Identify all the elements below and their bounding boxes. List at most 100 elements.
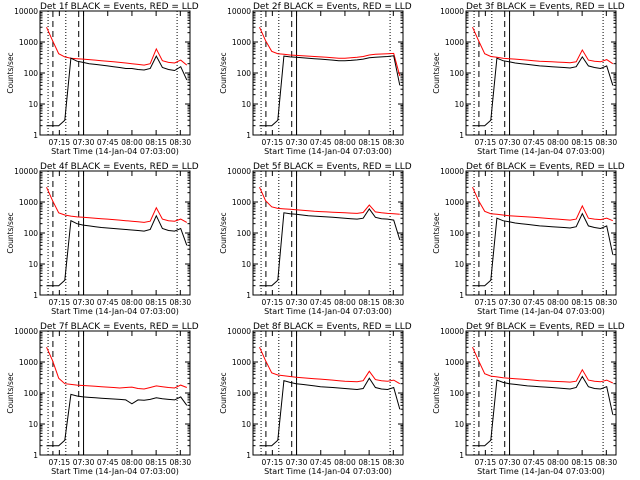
- plot-frame: [39, 10, 191, 136]
- x-tick-label: 08:30: [170, 138, 192, 147]
- y-tick-label: 100: [24, 389, 39, 398]
- x-axis-label: Start Time (14-Jan-04 07:03:00): [51, 307, 179, 316]
- x-tick-label: 07:45: [310, 458, 332, 467]
- x-tick-label: 07:30: [73, 138, 95, 147]
- y-axis-label: Counts/sec: [219, 372, 228, 413]
- x-tick-label: 08:00: [334, 298, 356, 307]
- x-tick-label: 07:15: [49, 298, 71, 307]
- chart-panel-9: Det 9f BLACK = Events, RED = LLD 1 10 100 10…: [432, 322, 625, 476]
- y-tick-label: 10000: [14, 7, 38, 16]
- x-tick-label: 08:30: [383, 138, 405, 147]
- x-tick-label: 07:30: [73, 458, 95, 467]
- y-axis-label: Counts/sec: [432, 372, 441, 413]
- chart-panel-6: Det 6f BLACK = Events, RED = LLD 1 10 100 10…: [432, 162, 625, 316]
- chart-panel-5: Det 5f BLACK = Events, RED = LLD 1 10 100 10…: [219, 162, 412, 316]
- y-tick-label: 1000: [232, 38, 251, 47]
- x-tick-label: 07:45: [523, 138, 545, 147]
- series-red-line: [46, 346, 187, 390]
- series-black-line: [259, 208, 401, 287]
- y-tick-label: 1000: [445, 358, 464, 367]
- y-tick-label: 1: [246, 291, 251, 300]
- x-tick-label: 08:30: [596, 458, 618, 467]
- y-tick-label: 10000: [227, 7, 251, 16]
- x-tick-label: 07:45: [523, 458, 545, 467]
- x-tick-label: 08:00: [121, 458, 143, 467]
- series-black-line: [259, 377, 401, 447]
- y-tick-label: 100: [450, 69, 465, 78]
- y-axis-label: Counts/sec: [219, 52, 228, 93]
- y-tick-label: 1: [459, 131, 464, 140]
- y-tick-label: 1000: [232, 358, 251, 367]
- chart-title: Det 1f BLACK = Events, RED = LLD: [40, 2, 199, 12]
- x-tick-label: 08:30: [170, 298, 192, 307]
- y-tick-label: 1: [459, 291, 464, 300]
- x-tick-label: 07:15: [475, 138, 497, 147]
- chart-panel-4: Det 4f BLACK = Events, RED = LLD 1 10 100 10…: [6, 162, 199, 316]
- x-tick-label: 08:30: [383, 298, 405, 307]
- chart-title: Det 4f BLACK = Events, RED = LLD: [40, 162, 199, 172]
- y-axis-label: Counts/sec: [6, 212, 15, 253]
- y-tick-label: 1: [246, 131, 251, 140]
- x-axis-label: Start Time (14-Jan-04 07:03:00): [264, 307, 392, 316]
- x-axis-label: Start Time (14-Jan-04 07:03:00): [264, 467, 392, 476]
- plot-frame: [465, 330, 617, 456]
- y-tick-label: 10: [241, 420, 251, 429]
- x-tick-label: 08:15: [571, 138, 593, 147]
- y-axis-label: Counts/sec: [432, 212, 441, 253]
- y-tick-label: 1000: [19, 38, 38, 47]
- x-tick-label: 08:00: [547, 458, 569, 467]
- series-black-line: [259, 55, 401, 127]
- chart-title: Det 3f BLACK = Events, RED = LLD: [466, 2, 625, 12]
- series-red-line: [472, 346, 614, 384]
- x-tick-label: 08:15: [358, 298, 380, 307]
- chart-title: Det 2f BLACK = Events, RED = LLD: [253, 2, 412, 12]
- y-tick-label: 100: [237, 229, 252, 238]
- series-red-line: [472, 26, 614, 65]
- plot-frame: [252, 330, 404, 456]
- x-tick-label: 07:30: [499, 458, 521, 467]
- series-red-line: [472, 186, 613, 222]
- x-tick-label: 08:00: [121, 298, 143, 307]
- x-tick-label: 08:00: [547, 298, 569, 307]
- x-tick-label: 08:30: [383, 458, 405, 467]
- chart-title: Det 9f BLACK = Events, RED = LLD: [466, 322, 625, 332]
- y-axis-label: Counts/sec: [6, 372, 15, 413]
- y-tick-label: 10: [454, 100, 464, 109]
- x-tick-label: 08:00: [547, 138, 569, 147]
- y-tick-label: 100: [450, 389, 465, 398]
- y-axis-label: Counts/sec: [6, 52, 15, 93]
- chart-title: Det 5f BLACK = Events, RED = LLD: [253, 162, 412, 172]
- x-tick-label: 08:15: [145, 298, 167, 307]
- series-red-line: [259, 26, 401, 77]
- x-axis-label: Start Time (14-Jan-04 07:03:00): [477, 467, 605, 476]
- chart-title: Det 8f BLACK = Events, RED = LLD: [253, 322, 412, 332]
- x-tick-label: 07:15: [475, 458, 497, 467]
- y-tick-label: 10: [454, 420, 464, 429]
- x-tick-label: 08:30: [596, 298, 618, 307]
- y-axis-label: Counts/sec: [432, 52, 441, 93]
- plot-frame: [39, 170, 191, 296]
- x-tick-label: 08:00: [121, 138, 143, 147]
- x-tick-label: 07:45: [97, 138, 119, 147]
- y-axis-label: Counts/sec: [219, 212, 228, 253]
- x-tick-label: 08:15: [571, 298, 593, 307]
- chart-title: Det 7f BLACK = Events, RED = LLD: [40, 322, 199, 332]
- x-tick-label: 07:45: [523, 298, 545, 307]
- plot-frame: [252, 170, 404, 296]
- y-tick-label: 1000: [445, 38, 464, 47]
- x-tick-label: 08:30: [170, 458, 192, 467]
- series-black-line: [46, 55, 188, 127]
- y-tick-label: 1000: [445, 198, 464, 207]
- x-tick-label: 08:15: [358, 138, 380, 147]
- x-tick-label: 08:15: [145, 138, 167, 147]
- y-tick-label: 10: [241, 260, 251, 269]
- plot-frame: [252, 10, 404, 136]
- x-tick-label: 07:30: [286, 138, 308, 147]
- plot-frame: [465, 10, 617, 136]
- plot-frame: [39, 330, 191, 456]
- series-black-line: [472, 55, 614, 127]
- chart-panel-2: Det 2f BLACK = Events, RED = LLD 1 10 100 10…: [219, 2, 412, 156]
- y-tick-label: 10000: [440, 7, 464, 16]
- y-tick-label: 100: [237, 69, 252, 78]
